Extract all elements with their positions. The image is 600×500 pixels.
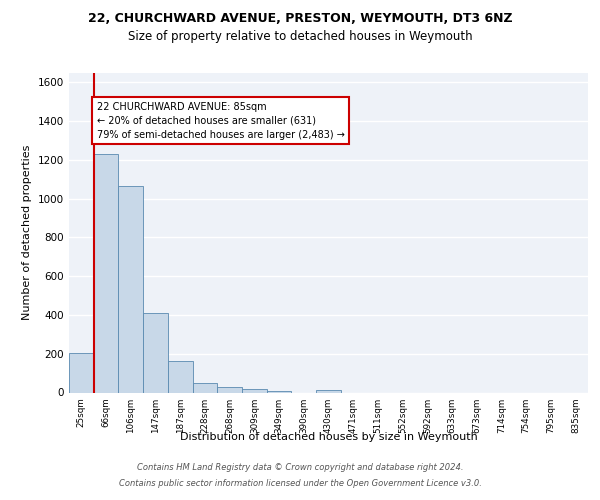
Text: Size of property relative to detached houses in Weymouth: Size of property relative to detached ho… xyxy=(128,30,472,43)
Bar xyxy=(193,383,217,392)
Bar xyxy=(242,389,267,392)
Text: Contains HM Land Registry data © Crown copyright and database right 2024.: Contains HM Land Registry data © Crown c… xyxy=(137,464,463,472)
Bar xyxy=(94,154,118,392)
Bar xyxy=(143,313,168,392)
Y-axis label: Number of detached properties: Number of detached properties xyxy=(22,145,32,320)
Bar xyxy=(168,360,193,392)
Bar xyxy=(69,352,94,393)
Text: 22, CHURCHWARD AVENUE, PRESTON, WEYMOUTH, DT3 6NZ: 22, CHURCHWARD AVENUE, PRESTON, WEYMOUTH… xyxy=(88,12,512,26)
Bar xyxy=(118,186,143,392)
Bar xyxy=(267,390,292,392)
Text: Distribution of detached houses by size in Weymouth: Distribution of detached houses by size … xyxy=(180,432,478,442)
Bar xyxy=(217,387,242,392)
Bar xyxy=(316,390,341,392)
Text: 22 CHURCHWARD AVENUE: 85sqm
← 20% of detached houses are smaller (631)
79% of se: 22 CHURCHWARD AVENUE: 85sqm ← 20% of det… xyxy=(97,102,344,140)
Text: Contains public sector information licensed under the Open Government Licence v3: Contains public sector information licen… xyxy=(119,478,481,488)
